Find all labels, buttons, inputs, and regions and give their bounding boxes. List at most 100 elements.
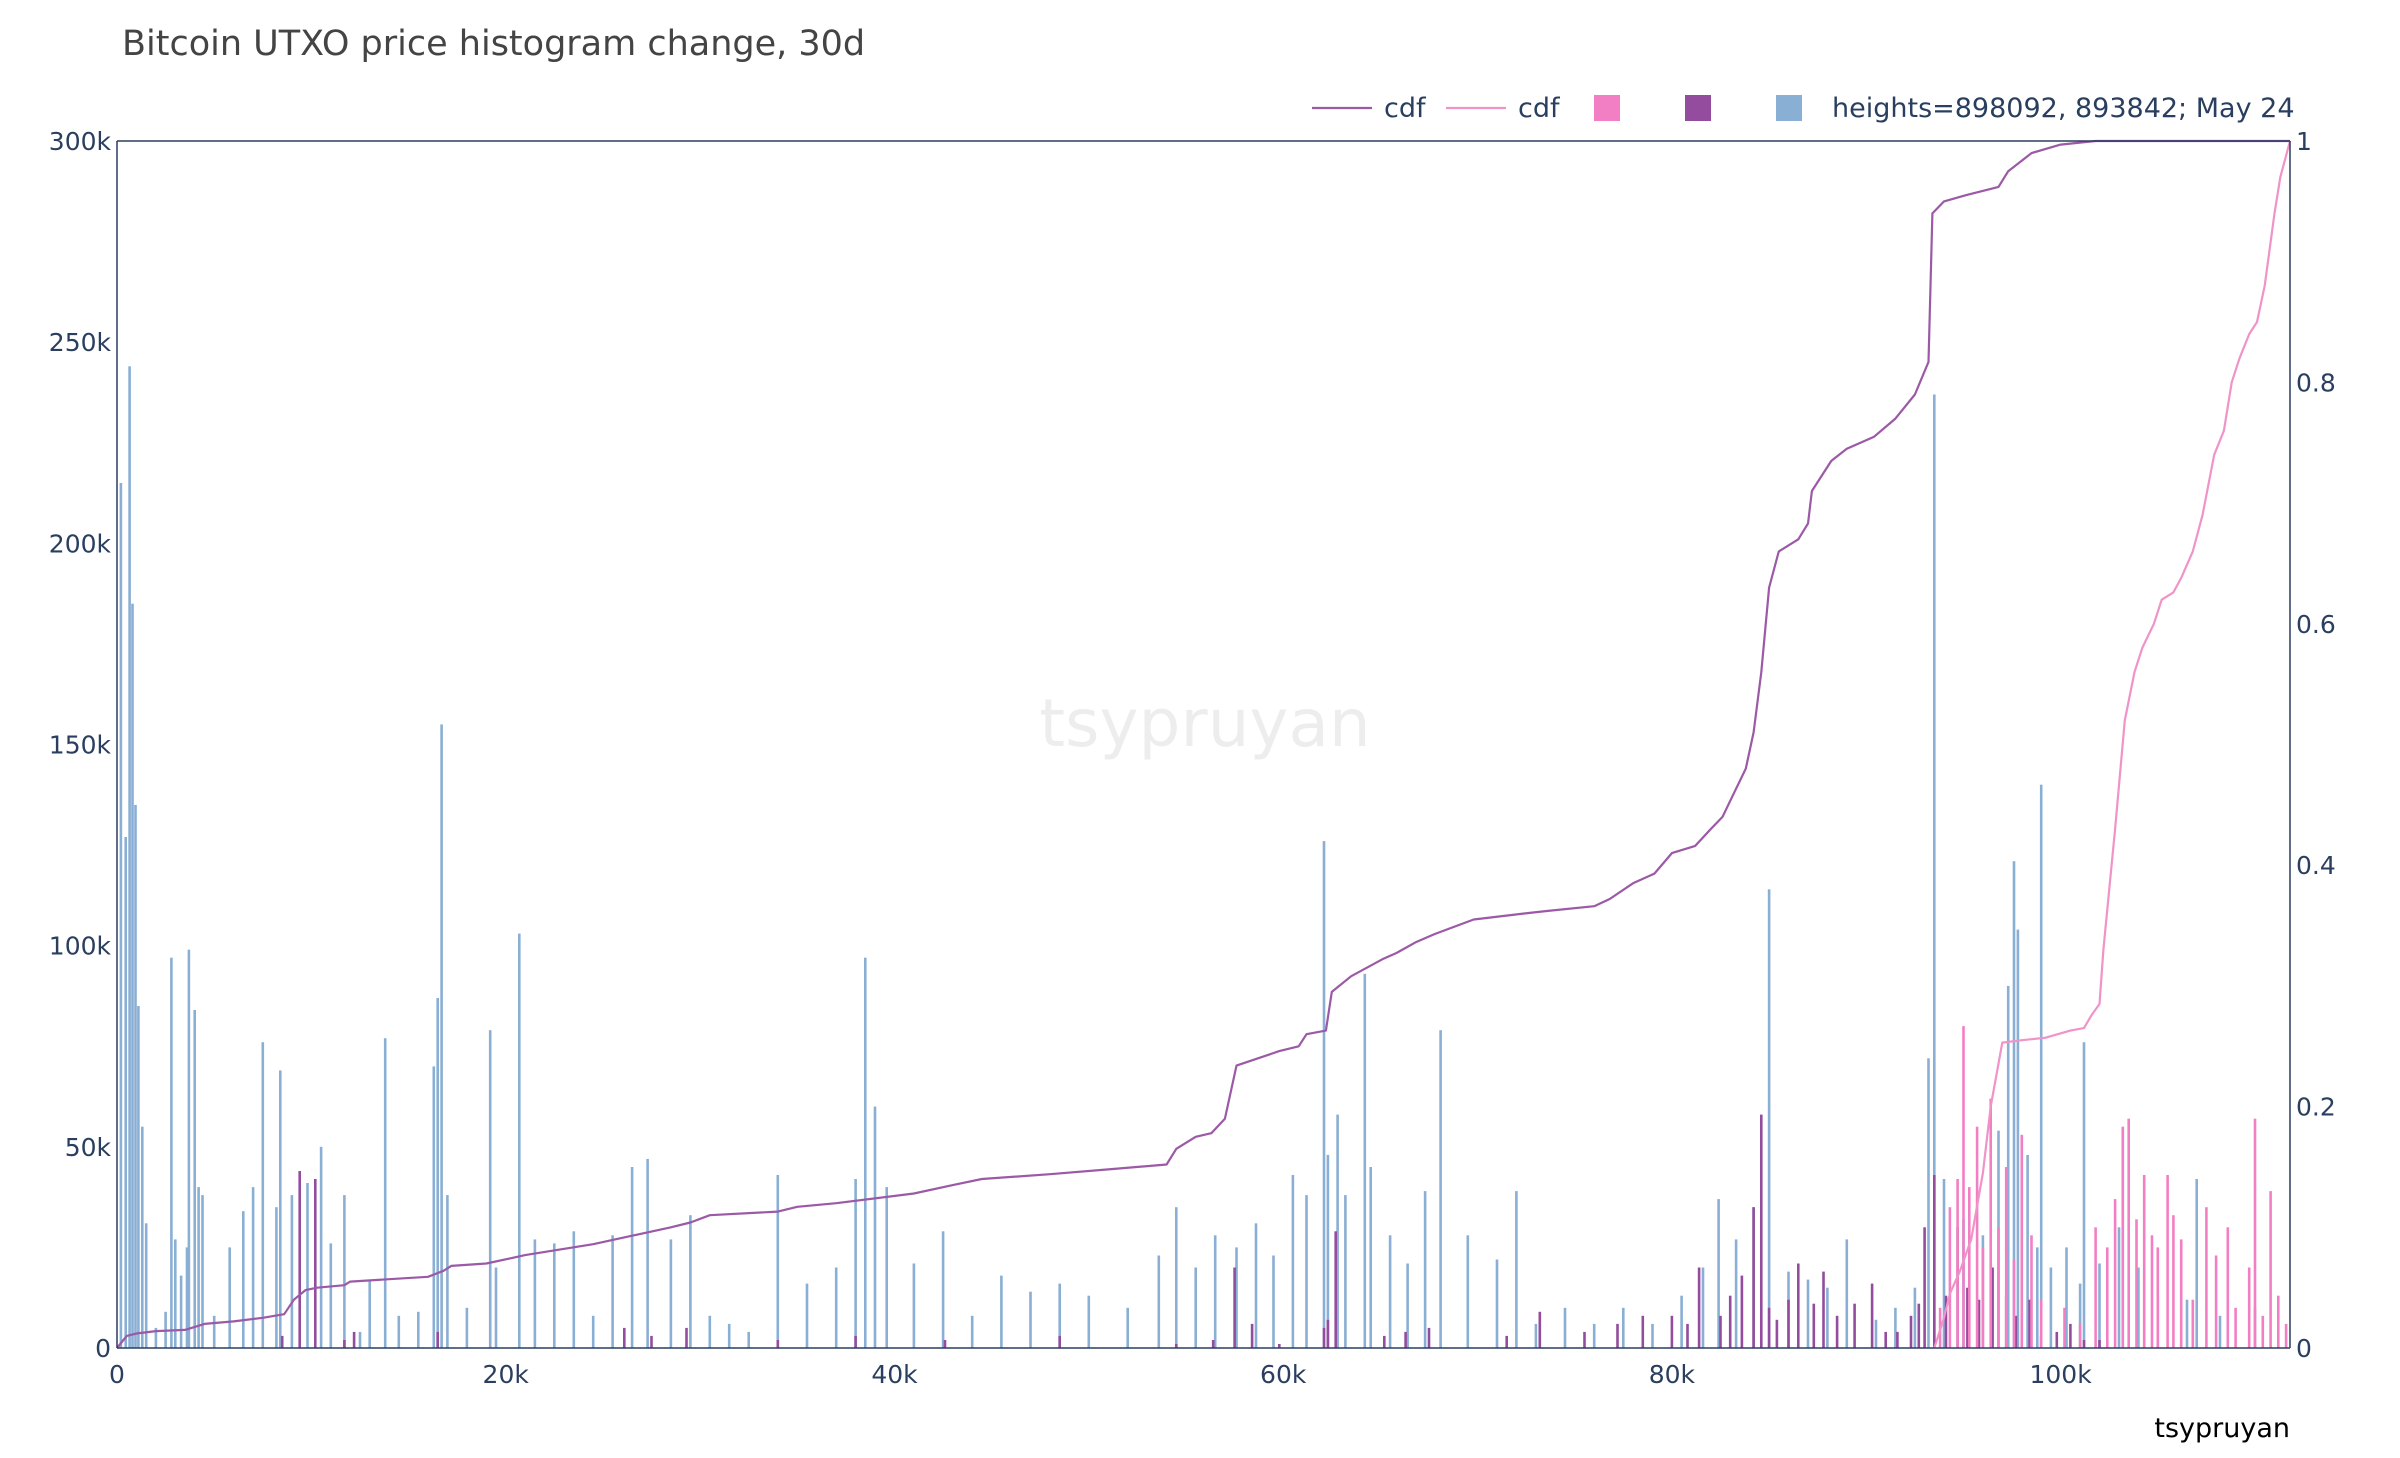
- legend-item: cdf: [1446, 93, 1561, 124]
- histogram-bar: [128, 366, 131, 1348]
- histogram-new-bar: [1997, 1227, 2000, 1348]
- y-axis-left: 0 50k 100k 150k 200k 250k 300k: [49, 127, 112, 1363]
- x-tick-label: 80k: [1649, 1360, 1696, 1389]
- plot-frame: [116, 140, 2291, 1349]
- histogram-bar: [2078, 1283, 2082, 1348]
- legend-item: [1594, 95, 1620, 121]
- histogram-change-bar: [1775, 1319, 1779, 1348]
- histogram-bar: [553, 1243, 556, 1348]
- legend-label: heights=898092, 893842; May 24: [1832, 93, 2295, 124]
- histogram-change-bar: [1538, 1311, 1542, 1348]
- histogram-change-bar: [1812, 1303, 1816, 1348]
- histogram-change-bar: [1278, 1344, 1281, 1348]
- histogram-bar: [119, 483, 123, 1348]
- histogram-new-bar: [1962, 1026, 1965, 1348]
- histogram-bar: [242, 1211, 245, 1348]
- histogram-bar: [1717, 1199, 1720, 1348]
- y-tick-label: 150k: [49, 731, 112, 760]
- histogram-change-bar: [352, 1331, 356, 1348]
- histogram-bar: [319, 1146, 323, 1348]
- histogram-change-bars: [280, 1114, 2101, 1348]
- histogram-bar: [440, 724, 443, 1348]
- histogram-change-bar: [1616, 1323, 1619, 1348]
- histogram-bar: [1326, 1154, 1330, 1348]
- histogram-new-bar: [2004, 1167, 2008, 1348]
- histogram-new-bar: [2284, 1323, 2288, 1348]
- histogram-bar: [279, 1070, 282, 1348]
- histogram-new-bar: [2030, 1235, 2033, 1348]
- histogram-change-bar: [1917, 1303, 1921, 1348]
- y-tick-label: 300k: [49, 127, 112, 156]
- histogram-bar: [885, 1187, 888, 1348]
- y-tick-label: 0: [95, 1334, 111, 1363]
- histogram-bars: [119, 366, 2257, 1348]
- y-tick-label: 200k: [49, 529, 112, 558]
- chart-title: Bitcoin UTXO price histogram change, 30d: [122, 24, 865, 64]
- histogram-bar: [383, 1038, 387, 1348]
- histogram-bar: [251, 1187, 255, 1348]
- histogram-bar: [137, 1006, 140, 1348]
- histogram-change-bar: [1670, 1315, 1674, 1348]
- histogram-bar: [134, 804, 137, 1348]
- histogram-bar: [591, 1315, 595, 1348]
- y2-tick-label: 0.6: [2296, 610, 2336, 639]
- histogram-change-bar: [776, 1340, 780, 1348]
- histogram-new-bar: [2020, 1134, 2024, 1348]
- histogram-bar: [2065, 1247, 2068, 1348]
- histogram-new-bar: [2127, 1118, 2130, 1348]
- histogram-change-bar: [2055, 1331, 2059, 1348]
- histogram-new-bar: [2191, 1299, 2195, 1348]
- histogram-bar: [197, 1187, 200, 1348]
- histogram-bar: [2049, 1267, 2053, 1348]
- histogram-bar: [1466, 1235, 1470, 1348]
- histogram-new-bar: [2012, 1259, 2016, 1348]
- histogram-bar: [1495, 1259, 1499, 1348]
- histogram-change-bar: [1933, 1175, 1936, 1348]
- histogram-bar: [1927, 1058, 1930, 1348]
- histogram-new-bar: [1948, 1207, 1952, 1348]
- histogram-bar: [2039, 784, 2043, 1348]
- histogram-change-bar: [1404, 1331, 1407, 1348]
- histogram-bar: [432, 1066, 436, 1348]
- histogram-bar: [261, 1042, 265, 1348]
- histogram-bar: [185, 1247, 189, 1348]
- y-tick-label: 100k: [49, 932, 112, 961]
- y-axis-right: 0 0.2 0.4 0.6 0.8 1: [2296, 127, 2336, 1363]
- histogram-new-bar: [2039, 1299, 2043, 1348]
- histogram-bar: [1000, 1275, 1003, 1348]
- histogram-change-bar: [343, 1340, 346, 1348]
- histogram-new-bar: [2214, 1255, 2218, 1348]
- histogram-bar: [187, 949, 191, 1348]
- histogram-bar: [1680, 1295, 1683, 1348]
- histogram-bar: [397, 1315, 401, 1348]
- histogram-bar: [1175, 1207, 1178, 1348]
- histogram-change-bar: [1752, 1207, 1755, 1348]
- histogram-bar: [170, 957, 173, 1348]
- histogram-bar: [1913, 1287, 1917, 1348]
- histogram-bar: [179, 1275, 183, 1348]
- histogram-new-bar: [1956, 1179, 1959, 1348]
- histogram-change-bar: [1870, 1283, 1874, 1348]
- histogram-new-bar: [2150, 1235, 2154, 1348]
- histogram-bar: [669, 1239, 673, 1348]
- histogram-bar: [2016, 929, 2020, 1348]
- histogram-bar: [572, 1231, 576, 1348]
- histogram-change-bar: [436, 1331, 439, 1348]
- histogram-change-bar: [650, 1335, 653, 1348]
- histogram-bar: [1515, 1191, 1518, 1348]
- histogram-bar: [2036, 1247, 2039, 1348]
- histogram-bar: [689, 1215, 692, 1348]
- bars-layer: [119, 366, 2288, 1348]
- histogram-new-bar: [2261, 1315, 2265, 1348]
- histogram-new-bar: [2277, 1295, 2280, 1348]
- histogram-bar: [2026, 1154, 2029, 1348]
- histogram-bar: [805, 1283, 809, 1348]
- histogram-bar: [174, 1239, 177, 1348]
- histogram-change-bar: [1896, 1331, 1899, 1348]
- cdf-line-new: [1933, 140, 2292, 1349]
- y-tick-label: 250k: [49, 328, 112, 357]
- histogram-new-bar: [1975, 1126, 1979, 1348]
- histogram-change-bar: [1760, 1114, 1763, 1348]
- histogram-change-bar: [1944, 1295, 1948, 1348]
